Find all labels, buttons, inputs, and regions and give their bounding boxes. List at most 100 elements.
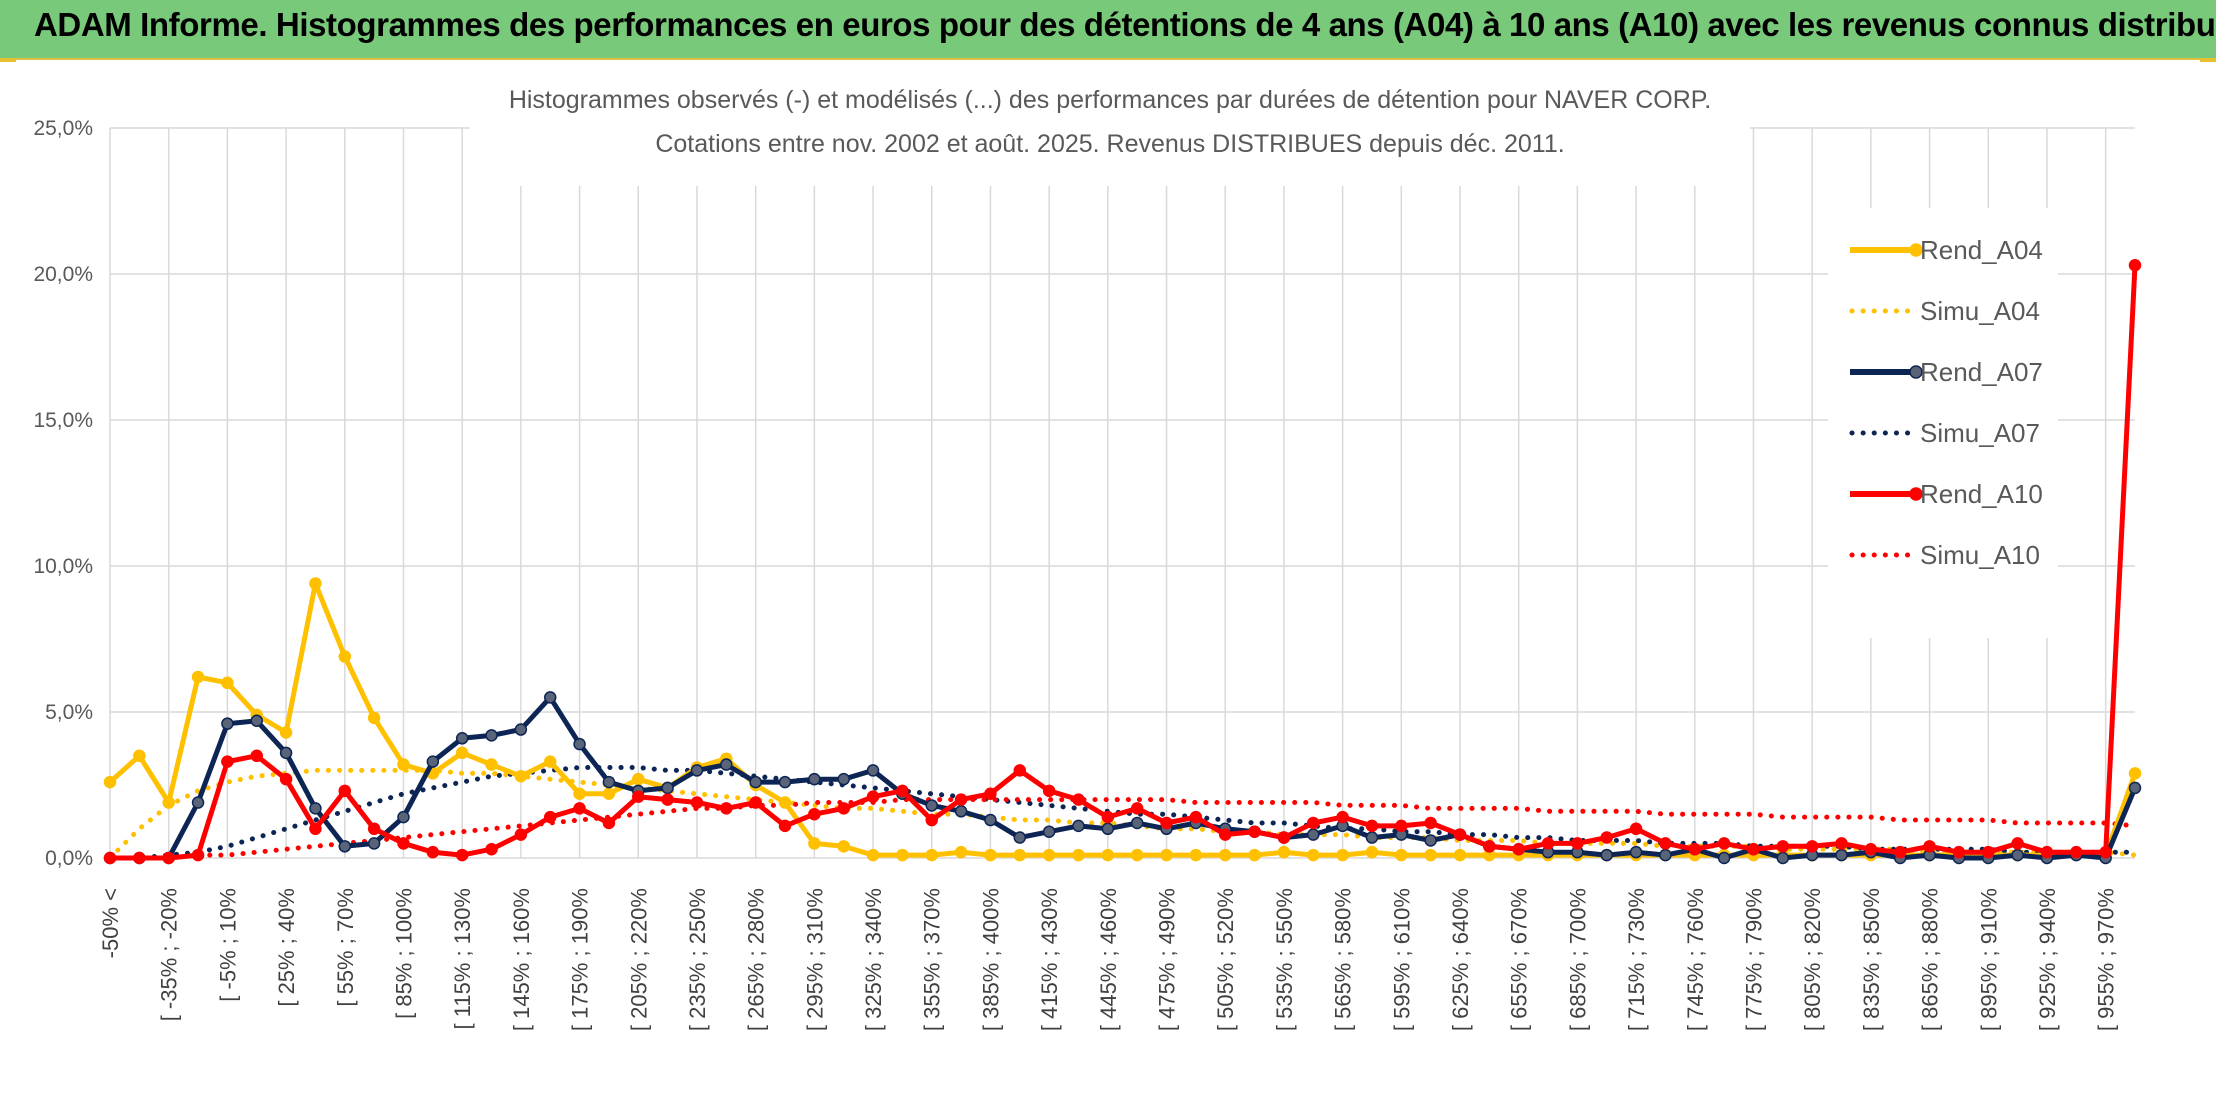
corner-mark-right xyxy=(2200,58,2216,62)
x-axis-ticks: -50% < [ -35% ; -20% [ -5% ; 10% [ 25% ; 40… xyxy=(98,888,2119,1031)
legend-item: Rend_A04 xyxy=(1850,235,2043,265)
x-tick-label: [ 85% ; 100% xyxy=(391,888,416,1019)
y-tick-label: 0,0% xyxy=(45,847,93,870)
data-point xyxy=(1013,764,1027,777)
data-point xyxy=(2011,837,2024,850)
data-point xyxy=(602,816,616,830)
legend-label: Simu_A04 xyxy=(1920,296,2040,326)
data-point xyxy=(2128,258,2142,272)
data-point xyxy=(1629,822,1643,836)
legend-marker xyxy=(1909,365,1923,379)
data-point xyxy=(1512,842,1525,856)
data-point xyxy=(1483,840,1496,853)
data-point xyxy=(1130,848,1144,862)
data-point xyxy=(397,837,410,850)
data-point xyxy=(191,796,205,809)
legend-label: Rend_A07 xyxy=(1920,357,2043,387)
chart-subtitle: Cotations entre nov. 2002 et août. 2025.… xyxy=(655,130,1564,158)
data-point xyxy=(221,755,234,768)
data-point xyxy=(896,848,909,862)
title-backdrop xyxy=(470,78,1750,186)
data-point xyxy=(485,842,498,856)
banner-title: ADAM Informe. Histogrammes des performan… xyxy=(34,6,2216,43)
x-tick-label: [ 295% ; 310% xyxy=(802,888,827,1031)
data-point xyxy=(397,758,410,771)
legend-item: Rend_A07 xyxy=(1850,357,2043,387)
data-point xyxy=(1218,848,1232,862)
data-point xyxy=(778,819,792,833)
x-tick-label: -50% < xyxy=(98,888,123,958)
data-point xyxy=(191,848,205,862)
data-point xyxy=(485,758,498,771)
x-tick-label: [ 145% ; 160% xyxy=(509,888,534,1031)
data-point xyxy=(1600,848,1613,862)
data-point xyxy=(602,775,616,789)
data-point xyxy=(1042,784,1056,798)
data-point xyxy=(309,822,322,836)
x-tick-label: [ -35% ; -20% xyxy=(157,888,182,1021)
data-point xyxy=(1600,831,1613,844)
data-point xyxy=(338,840,352,853)
chart-series xyxy=(103,258,2142,865)
x-tick-label: [ 865% ; 880% xyxy=(1918,888,1943,1031)
data-point xyxy=(1189,848,1203,862)
data-point xyxy=(837,840,850,853)
data-point xyxy=(661,793,674,806)
y-tick-label: 20,0% xyxy=(33,263,93,286)
y-axis-ticks: 0,0% 5,0% 10,0% 15,0% 20,0% 25,0% xyxy=(33,117,93,870)
data-point xyxy=(778,796,792,809)
data-point xyxy=(690,764,704,777)
data-point xyxy=(808,807,821,821)
data-point xyxy=(896,784,909,798)
x-tick-label: [ 955% ; 970% xyxy=(2094,888,2119,1031)
x-tick-label: [ 475% ; 490% xyxy=(1155,888,1180,1031)
data-point xyxy=(602,787,616,801)
data-point xyxy=(514,828,528,841)
data-point xyxy=(720,802,733,815)
data-point xyxy=(837,802,850,815)
data-point xyxy=(808,772,821,786)
data-point xyxy=(573,737,586,751)
data-point xyxy=(103,851,117,865)
x-tick-label: [ 505% ; 520% xyxy=(1213,888,1238,1031)
data-point xyxy=(1365,831,1379,844)
data-point xyxy=(1629,845,1643,859)
data-point xyxy=(866,790,880,803)
data-point xyxy=(221,676,234,690)
data-point xyxy=(1453,848,1467,862)
data-point xyxy=(543,810,557,824)
data-point xyxy=(1395,848,1408,862)
data-point xyxy=(1776,840,1790,853)
y-tick-label: 15,0% xyxy=(33,409,93,432)
data-point xyxy=(514,769,528,783)
x-tick-label: [ 265% ; 280% xyxy=(744,888,769,1031)
chart-title: Histogrammes observés (-) et modélisés (… xyxy=(509,86,1711,114)
data-point xyxy=(1307,828,1320,841)
data-point xyxy=(1717,851,1731,865)
data-point xyxy=(543,691,557,704)
x-tick-label: [ 535% ; 550% xyxy=(1272,888,1297,1031)
data-point xyxy=(954,805,968,818)
data-point xyxy=(514,723,528,736)
x-tick-label: [ 175% ; 190% xyxy=(568,888,593,1031)
data-point xyxy=(221,717,234,730)
data-point xyxy=(1160,848,1173,862)
data-point xyxy=(1277,831,1291,844)
x-tick-label: [ -5% ; 10% xyxy=(215,888,240,1002)
x-tick-label: [ 385% ; 400% xyxy=(978,888,1003,1031)
data-point xyxy=(2011,848,2024,862)
data-point xyxy=(309,577,322,590)
data-point xyxy=(1130,816,1144,830)
data-point xyxy=(1277,845,1291,859)
x-tick-label: [ 25% ; 40% xyxy=(274,888,299,1007)
x-tick-label: [ 235% ; 250% xyxy=(685,888,710,1031)
corner-mark-left xyxy=(0,58,16,62)
data-point xyxy=(397,810,410,824)
x-tick-label: [ 595% ; 610% xyxy=(1389,888,1414,1031)
data-point xyxy=(1395,819,1408,833)
data-point xyxy=(1571,837,1584,850)
x-tick-label: [ 895% ; 910% xyxy=(1976,888,2001,1031)
data-point xyxy=(250,749,263,763)
x-tick-label: [ 655% ; 670% xyxy=(1507,888,1532,1031)
data-point xyxy=(279,726,293,739)
